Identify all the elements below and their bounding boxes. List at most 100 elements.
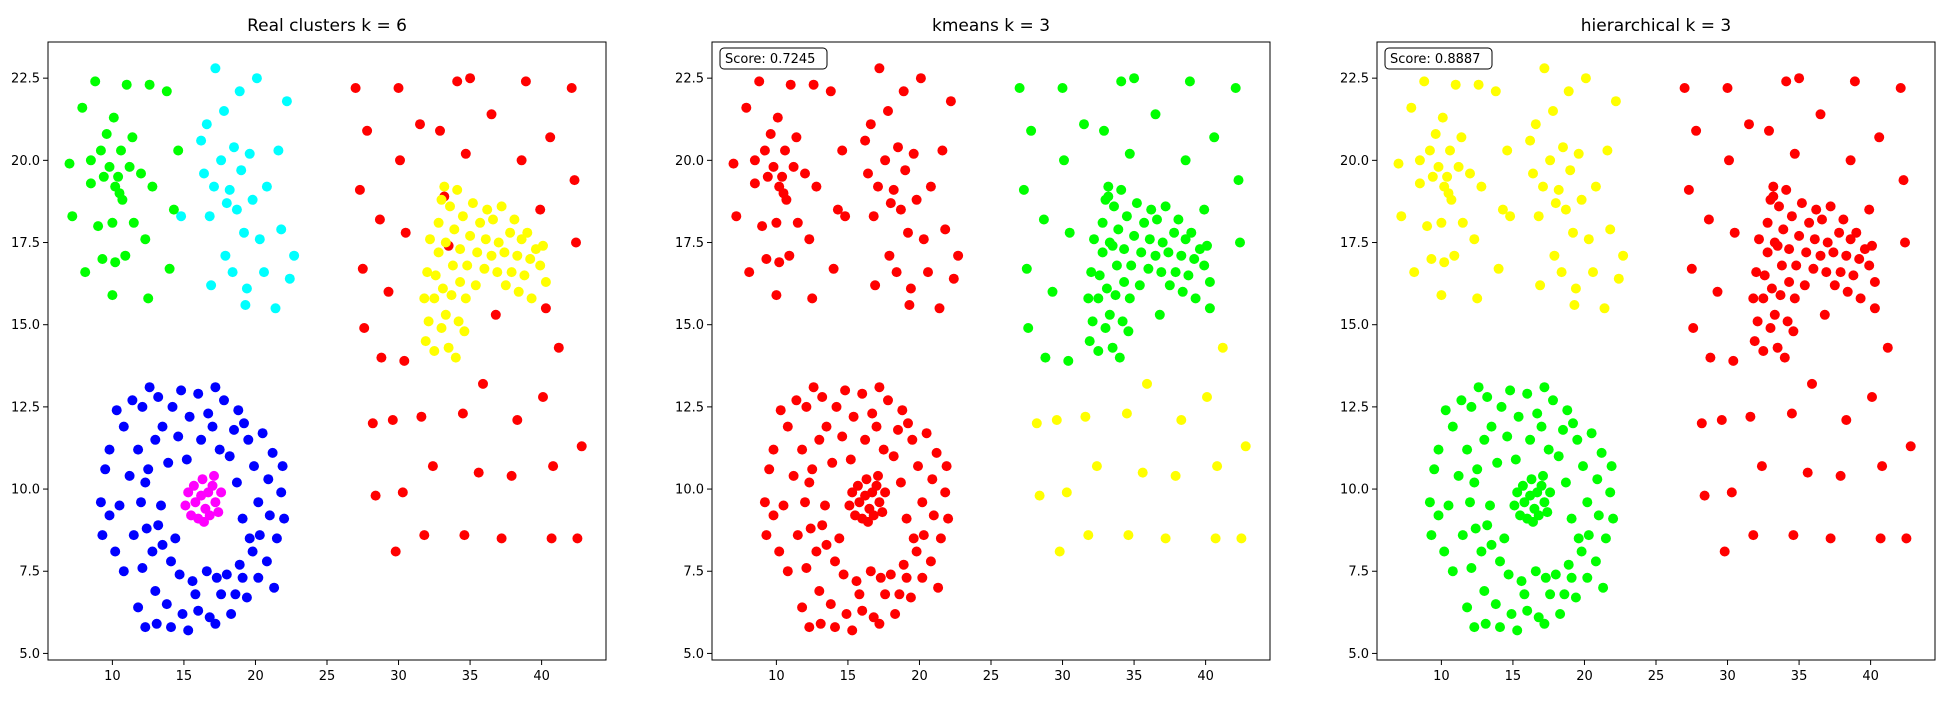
cluster-c-point — [1841, 415, 1852, 425]
cluster-e-point — [244, 533, 255, 544]
cluster-b-point — [1560, 204, 1571, 215]
cluster-c-point — [1018, 184, 1029, 195]
cluster-a-point — [800, 168, 810, 179]
cluster-f-point — [880, 487, 891, 498]
cluster-b-point — [196, 135, 207, 146]
cluster-a-point — [771, 217, 782, 228]
cluster-e-point — [1503, 569, 1514, 580]
cluster-b-point — [1533, 211, 1544, 222]
cluster-c-point — [395, 155, 405, 166]
cluster-e-point — [1590, 556, 1601, 567]
cluster-c-point — [1849, 76, 1860, 87]
cluster-e-point — [239, 418, 249, 429]
x-tick-label: 20 — [247, 669, 264, 684]
cluster-f-point — [1526, 474, 1537, 485]
cluster-a-point — [811, 181, 822, 192]
cluster-a-point — [1449, 250, 1460, 261]
cluster-e-point — [834, 533, 845, 544]
cluster-c-point — [452, 76, 463, 87]
cluster-b-point — [1549, 250, 1560, 261]
cluster-e-point — [1566, 513, 1577, 524]
cluster-e-point — [874, 618, 885, 629]
cluster-c-point — [1895, 83, 1906, 93]
cluster-d-point — [1113, 224, 1124, 235]
cluster-e-point — [1545, 589, 1556, 600]
cluster-c-point — [1703, 214, 1714, 225]
cluster-b-point — [284, 273, 295, 284]
cluster-a-point — [110, 257, 121, 268]
cluster-e-point — [247, 546, 258, 557]
cluster-c-point — [1900, 237, 1910, 248]
cluster-d-point — [1097, 217, 1108, 228]
cluster-c-point — [393, 83, 404, 93]
cluster-b-point — [1545, 155, 1556, 166]
cluster-c-point — [1745, 411, 1756, 422]
cluster-d-point — [1123, 326, 1134, 337]
cluster-e-point — [1539, 382, 1550, 393]
cluster-e-point — [1539, 618, 1550, 629]
cluster-d-point — [1796, 198, 1807, 209]
cluster-b-point — [289, 250, 300, 261]
cluster-c-point — [1026, 125, 1037, 136]
cluster-a-point — [117, 194, 128, 205]
cluster-e-point — [890, 609, 901, 619]
cluster-e-point — [814, 434, 825, 445]
cluster-e-point — [940, 487, 951, 498]
cluster-c-point — [362, 125, 373, 136]
cluster-b-point — [1528, 168, 1538, 179]
cluster-d-point — [1183, 270, 1194, 281]
cluster-e-point — [1492, 457, 1503, 468]
cluster-e-point — [193, 388, 204, 399]
cluster-a-point — [1450, 79, 1461, 90]
cluster-a-point — [144, 79, 155, 90]
cluster-c-point — [478, 378, 488, 389]
cluster-d-point — [425, 234, 435, 245]
cluster-d-point — [1119, 277, 1130, 287]
cluster-d-point — [457, 211, 468, 222]
cluster-c-point — [1835, 470, 1846, 481]
cluster-d-point — [443, 342, 454, 353]
x-tick-label: 10 — [104, 669, 121, 684]
cluster-d-point — [467, 198, 478, 209]
cluster-d-point — [1748, 293, 1759, 304]
cluster-d-point — [433, 217, 444, 228]
cluster-a-point — [168, 204, 179, 215]
cluster-c-point — [419, 530, 430, 541]
cluster-e-point — [907, 434, 918, 445]
cluster-a-point — [1419, 76, 1430, 87]
cluster-d-point — [1758, 346, 1769, 356]
cluster-e-point — [173, 431, 184, 442]
cluster-e-point — [759, 497, 770, 508]
cluster-e-point — [211, 572, 222, 583]
cluster-c-point — [1124, 148, 1135, 159]
cluster-e-point — [933, 582, 944, 593]
cluster-d-point — [1784, 277, 1795, 287]
cluster-c-point — [374, 214, 385, 225]
x-tick-label: 25 — [319, 669, 336, 684]
cluster-e-point — [1480, 618, 1491, 629]
cluster-a-point — [121, 79, 132, 90]
cluster-c-point — [1901, 533, 1912, 544]
cluster-c-point — [569, 175, 580, 186]
cluster-e-point — [901, 513, 912, 524]
cluster-b-point — [937, 145, 948, 156]
y-tick-label: 15.0 — [675, 318, 704, 333]
cluster-a-point — [1490, 86, 1501, 97]
cluster-c-point — [1079, 119, 1089, 130]
y-tick-label: 22.5 — [11, 72, 40, 87]
cluster-e-point — [917, 572, 928, 583]
cluster-b-point — [880, 155, 891, 166]
cluster-e-point — [1560, 477, 1571, 488]
cluster-e-point — [1522, 388, 1533, 399]
cluster-b-point — [1570, 283, 1581, 294]
cluster-e-point — [913, 461, 923, 472]
cluster-e-point — [1519, 589, 1530, 600]
cluster-a-point — [124, 161, 135, 172]
cluster-a-point — [765, 129, 776, 139]
cluster-b-point — [1580, 73, 1591, 84]
cluster-e-point — [830, 556, 840, 567]
cluster-d-point — [1084, 336, 1095, 347]
cluster-a-point — [1453, 161, 1464, 172]
y-tick-label: 20.0 — [675, 154, 704, 169]
x-tick-label: 35 — [1791, 669, 1808, 684]
